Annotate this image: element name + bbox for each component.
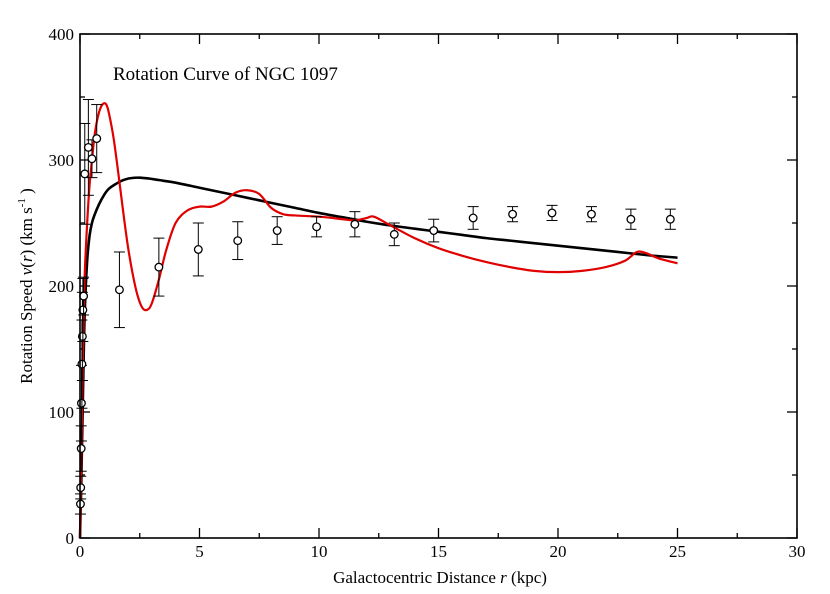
y-axis-title: Rotation Speed v(r) (km s-1 ) (16, 188, 36, 384)
black-curve-layer (78, 176, 678, 539)
data-marker (233, 236, 243, 246)
red-model-curve (78, 102, 678, 539)
data-point (546, 204, 558, 221)
data-marker (114, 285, 124, 295)
data-marker (626, 214, 636, 224)
y-tick-label: 300 (49, 151, 75, 170)
y-tick-label: 200 (49, 277, 75, 296)
data-marker (587, 209, 596, 219)
data-point (388, 222, 400, 247)
data-point (428, 218, 440, 243)
black-model-curve (78, 176, 678, 539)
data-marker (429, 226, 439, 236)
data-point (467, 206, 479, 230)
x-tick-label: 15 (430, 542, 447, 561)
data-point (507, 206, 519, 223)
data-marker (272, 226, 282, 236)
data-marker (92, 134, 102, 144)
data-point (349, 211, 361, 238)
data-point (86, 139, 98, 179)
data-point (271, 216, 283, 245)
data-point (664, 208, 676, 230)
plot-frame (79, 33, 798, 539)
y-tick-label: 400 (49, 25, 75, 44)
data-point (625, 208, 637, 230)
x-tick-label: 30 (789, 542, 806, 561)
data-marker (78, 305, 88, 315)
y-tick-label: 0 (66, 529, 75, 548)
data-marker (547, 208, 557, 218)
data-point (113, 251, 125, 329)
data-point (192, 222, 204, 277)
y-tick-label: 100 (49, 403, 75, 422)
data-marker (468, 213, 478, 223)
chart-title: Rotation Curve of NGC 1097 (113, 64, 338, 85)
data-marker (350, 219, 360, 229)
x-tick-label: 10 (311, 542, 328, 561)
x-tick-label: 5 (195, 542, 204, 561)
data-point (153, 237, 165, 297)
data-marker (154, 262, 164, 272)
data-marker (80, 169, 90, 179)
x-tick-label: 20 (550, 542, 567, 561)
x-axis-title: Galactocentric Distance r (kpc) (333, 568, 547, 587)
red-curve-layer (78, 102, 678, 539)
data-marker (312, 222, 322, 232)
data-point (232, 221, 244, 261)
data-marker (665, 214, 675, 224)
data-point (91, 104, 103, 174)
data-point (585, 206, 597, 223)
data-point (311, 216, 323, 238)
data-marker (79, 291, 89, 301)
data-marker (83, 142, 93, 152)
x-tick-label: 0 (76, 542, 85, 561)
data-marker (508, 209, 518, 219)
x-tick-label: 25 (669, 542, 686, 561)
data-marker (76, 444, 86, 453)
observed-points-layer (74, 99, 676, 515)
data-point (77, 277, 89, 342)
data-marker (389, 229, 399, 239)
data-marker (193, 245, 203, 254)
data-marker (87, 154, 97, 164)
